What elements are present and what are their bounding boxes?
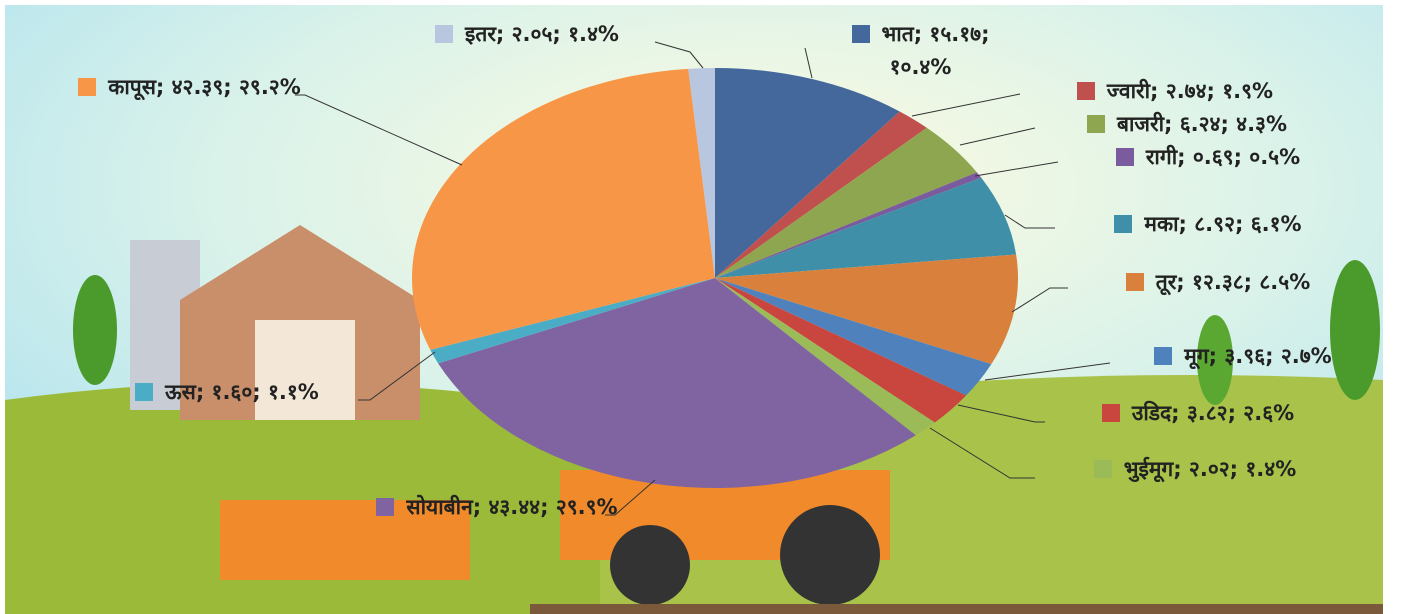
- legend-swatch: [1114, 215, 1133, 233]
- data-label: मका; ८.९२; ६.१%: [1058, 208, 1358, 241]
- slice: [715, 278, 992, 396]
- data-label: कापूस; ४२.३९; २९.२%: [62, 71, 317, 104]
- data-label: तूर; १२.३८; ८.५%: [1068, 266, 1368, 299]
- trailer: [220, 500, 470, 580]
- slice: [688, 68, 715, 278]
- ground: [530, 604, 1383, 614]
- legend-swatch: [1093, 460, 1112, 478]
- pie: [411, 68, 1018, 489]
- slice: [715, 127, 977, 278]
- legend-swatch: [1086, 115, 1105, 133]
- slice: [411, 68, 715, 350]
- margin: [1383, 0, 1405, 614]
- slice: [430, 278, 715, 364]
- label-text: ऊस; १.६०; १.१%: [165, 380, 319, 404]
- legend-swatch: [851, 25, 870, 43]
- data-label: ऊस; १.६०; १.१%: [87, 376, 367, 409]
- legend-swatch: [1076, 82, 1095, 100]
- slice: [715, 177, 1017, 278]
- data-label: रागी; ०.६९; ०.५%: [1058, 141, 1358, 174]
- legend-swatch: [78, 78, 97, 96]
- label-text: तूर; १२.३८; ८.५%: [1155, 270, 1311, 294]
- legend-swatch: [435, 25, 454, 43]
- label-text: ज्वारी; २.७४; १.९%: [1106, 79, 1274, 103]
- label-text: भात; १५.१७; १०.४%: [881, 22, 990, 79]
- wheel: [610, 525, 690, 605]
- slice: [438, 278, 916, 489]
- tree: [1197, 315, 1233, 405]
- slice: [715, 68, 900, 278]
- data-label: उडिद; ३.८२; २.६%: [1043, 397, 1353, 430]
- legend-swatch: [376, 498, 395, 516]
- label-text: इतर; २.०५; १.४%: [465, 22, 619, 46]
- leader-lines: [295, 41, 1111, 516]
- data-label: भात; १५.१७; १०.४%: [818, 18, 1023, 84]
- slice: [715, 172, 982, 278]
- data-label: बाजरी; ६.२४; ४.३%: [1037, 108, 1337, 141]
- slice: [715, 278, 967, 423]
- legend-swatch: [1125, 273, 1144, 291]
- tree: [1330, 260, 1380, 400]
- label-text: उडिद; ३.८२; २.६%: [1131, 401, 1295, 425]
- slice: [715, 111, 927, 278]
- barn-door: [255, 320, 355, 420]
- legend-swatch: [1115, 148, 1134, 166]
- data-label: ज्वारी; २.७४; १.९%: [1025, 75, 1325, 108]
- data-label: इतर; २.०५; १.४%: [382, 18, 672, 51]
- data-label: सोयाबीन; ४३.४४; २९.९%: [352, 491, 642, 524]
- slice: [715, 254, 1018, 365]
- wheel: [780, 505, 880, 605]
- label-text: रागी; ०.६९; ०.५%: [1145, 145, 1301, 169]
- legend-swatch: [135, 383, 154, 401]
- data-label: मूग; ३.९६; २.७%: [1108, 340, 1378, 373]
- label-text: मका; ८.९२; ६.१%: [1144, 212, 1302, 236]
- label-text: बाजरी; ६.२४; ४.३%: [1116, 112, 1288, 136]
- legend-swatch: [1101, 404, 1120, 422]
- legend-swatch: [1154, 347, 1173, 365]
- slice: [715, 278, 935, 436]
- tree: [73, 275, 117, 385]
- label-text: सोयाबीन; ४३.४४; २९.९%: [406, 495, 618, 519]
- label-text: मूग; ३.९६; २.७%: [1184, 344, 1332, 368]
- data-label: भुईमूग; २.०२; १.४%: [1035, 453, 1355, 486]
- label-text: कापूस; ४२.३९; २९.२%: [108, 75, 301, 99]
- label-text: भुईमूग; २.०२; १.४%: [1123, 457, 1297, 481]
